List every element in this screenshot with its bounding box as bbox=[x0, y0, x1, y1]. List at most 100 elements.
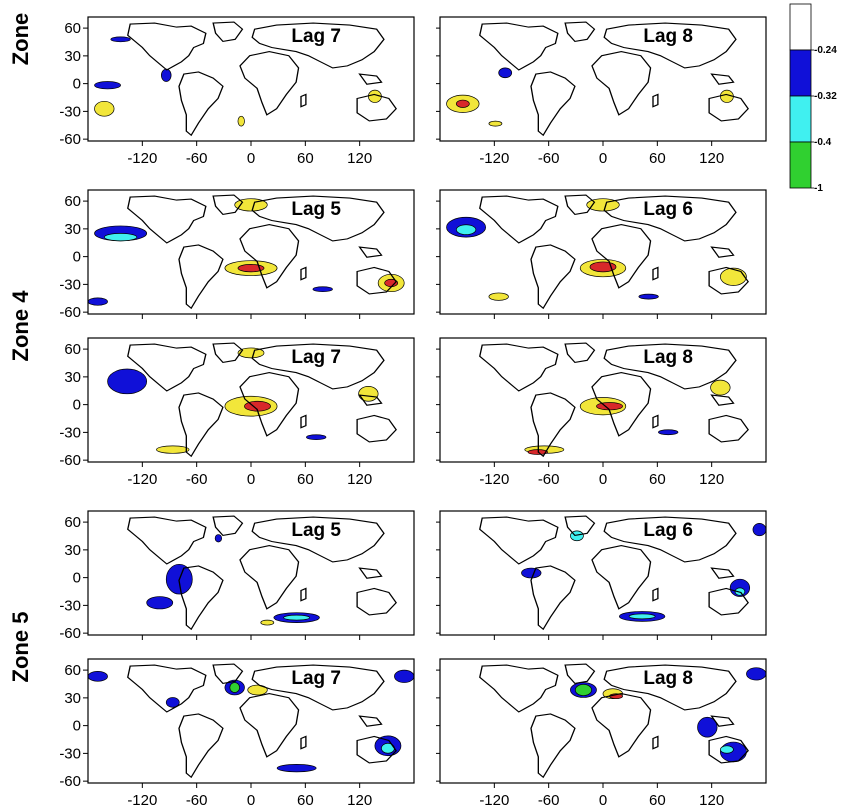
anomaly-contour bbox=[87, 671, 108, 682]
anomaly-contour bbox=[312, 286, 333, 293]
x-tick-label: 0 bbox=[247, 150, 255, 167]
x-tick-label: 120 bbox=[699, 150, 724, 167]
lag-label: Lag 5 bbox=[291, 520, 341, 541]
x-tick-label: 120 bbox=[347, 792, 372, 809]
y-tick-label: -30 bbox=[59, 103, 81, 120]
anomaly-contour bbox=[229, 682, 240, 693]
y-tick-label: 30 bbox=[64, 48, 81, 65]
anomaly-contour bbox=[752, 523, 767, 537]
x-tick-label: 0 bbox=[599, 471, 607, 488]
x-tick-label: 0 bbox=[599, 792, 607, 809]
y-tick-label: 60 bbox=[64, 20, 81, 37]
y-tick-label: -30 bbox=[59, 424, 81, 441]
map-background bbox=[88, 17, 414, 141]
anomaly-contour bbox=[237, 347, 265, 359]
anomaly-contour bbox=[394, 669, 415, 683]
anomaly-contour bbox=[103, 233, 138, 242]
x-tick-label: -120 bbox=[479, 792, 509, 809]
anomaly-contour bbox=[596, 402, 623, 411]
anomaly-contour bbox=[165, 697, 180, 708]
anomaly-contour bbox=[697, 716, 718, 738]
map-panel: Lag 7 60 30 0 -30 -60 -120 -60 0 60 120 bbox=[59, 337, 415, 488]
colorbar-label: -0.24 bbox=[814, 45, 837, 56]
x-tick-label: 60 bbox=[649, 792, 666, 809]
anomaly-contour bbox=[734, 587, 746, 596]
anomaly-contour bbox=[161, 68, 172, 82]
anomaly-contour bbox=[247, 684, 268, 696]
y-tick-label: -60 bbox=[59, 304, 81, 321]
y-tick-label: 60 bbox=[64, 193, 81, 210]
y-tick-label: 30 bbox=[64, 690, 81, 707]
x-tick-label: 120 bbox=[699, 471, 724, 488]
x-tick-label: -60 bbox=[186, 792, 208, 809]
y-tick-label: 30 bbox=[64, 542, 81, 559]
anomaly-contour bbox=[658, 429, 679, 436]
x-tick-label: 0 bbox=[247, 471, 255, 488]
y-tick-label: 30 bbox=[64, 369, 81, 386]
anomaly-contour bbox=[498, 67, 513, 79]
colorbar-label: -0.4 bbox=[814, 137, 832, 148]
map-background bbox=[440, 17, 766, 141]
anomaly-contour bbox=[87, 297, 108, 306]
anomaly-contour bbox=[574, 684, 592, 696]
y-tick-label: 0 bbox=[73, 76, 81, 93]
y-tick-label: 0 bbox=[73, 249, 81, 266]
x-tick-label: 60 bbox=[297, 471, 314, 488]
lag-label: Lag 6 bbox=[643, 520, 693, 541]
map-panel: Lag 5 60 30 0 -30 -60 bbox=[59, 189, 415, 321]
colorbar-band bbox=[789, 3, 812, 51]
lag-label: Lag 6 bbox=[643, 199, 693, 220]
x-tick-label: 120 bbox=[347, 150, 372, 167]
zone-label: Zone 4 bbox=[8, 290, 33, 362]
map-panel: Lag 6 bbox=[436, 189, 767, 319]
anomaly-contour bbox=[638, 293, 659, 300]
x-tick-label: 120 bbox=[347, 471, 372, 488]
y-tick-label: -60 bbox=[59, 773, 81, 790]
anomaly-contour bbox=[628, 613, 656, 620]
zone-label: Zone 5 bbox=[8, 612, 33, 683]
anomaly-contour bbox=[455, 224, 477, 235]
anomaly-contour bbox=[276, 764, 317, 773]
map-background bbox=[440, 659, 766, 783]
y-tick-label: 0 bbox=[73, 718, 81, 735]
anomaly-contour bbox=[488, 292, 509, 301]
x-tick-label: 0 bbox=[247, 792, 255, 809]
x-tick-label: -60 bbox=[186, 150, 208, 167]
anomaly-contour bbox=[237, 264, 265, 273]
x-tick-label: -120 bbox=[479, 471, 509, 488]
y-tick-label: 60 bbox=[64, 341, 81, 358]
map-panel: Lag 8 -120 -60 0 60 120 bbox=[436, 337, 767, 488]
anomaly-contour bbox=[107, 368, 148, 395]
y-tick-label: -30 bbox=[59, 276, 81, 293]
x-tick-label: -120 bbox=[127, 792, 157, 809]
x-tick-label: 60 bbox=[649, 471, 666, 488]
y-tick-label: 0 bbox=[73, 570, 81, 587]
x-tick-label: -120 bbox=[479, 150, 509, 167]
anomaly-contour bbox=[455, 99, 470, 108]
anomaly-contour bbox=[214, 534, 223, 543]
anomaly-contour bbox=[358, 386, 379, 402]
anomaly-contour bbox=[260, 619, 275, 626]
map-background bbox=[88, 659, 414, 783]
x-tick-label: -60 bbox=[538, 471, 560, 488]
map-background bbox=[440, 511, 766, 635]
x-tick-label: -60 bbox=[538, 150, 560, 167]
lag-label: Lag 5 bbox=[291, 199, 341, 220]
map-background bbox=[88, 511, 414, 635]
anomaly-contour bbox=[306, 434, 327, 441]
x-tick-label: -120 bbox=[127, 150, 157, 167]
lag-label: Lag 8 bbox=[643, 347, 693, 368]
anomaly-contour bbox=[237, 115, 245, 127]
lag-label: Lag 7 bbox=[291, 347, 341, 368]
y-tick-label: -60 bbox=[59, 625, 81, 642]
x-tick-label: 0 bbox=[599, 150, 607, 167]
map-panel: Lag 8 -120 -60 0 60 120 bbox=[436, 16, 767, 167]
anomaly-contour bbox=[710, 379, 731, 396]
anomaly-contour bbox=[521, 567, 542, 579]
anomaly-contour bbox=[720, 267, 747, 286]
anomaly-contour bbox=[720, 745, 734, 754]
anomaly-contour bbox=[110, 36, 131, 43]
x-tick-label: 60 bbox=[297, 150, 314, 167]
y-tick-label: -30 bbox=[59, 597, 81, 614]
